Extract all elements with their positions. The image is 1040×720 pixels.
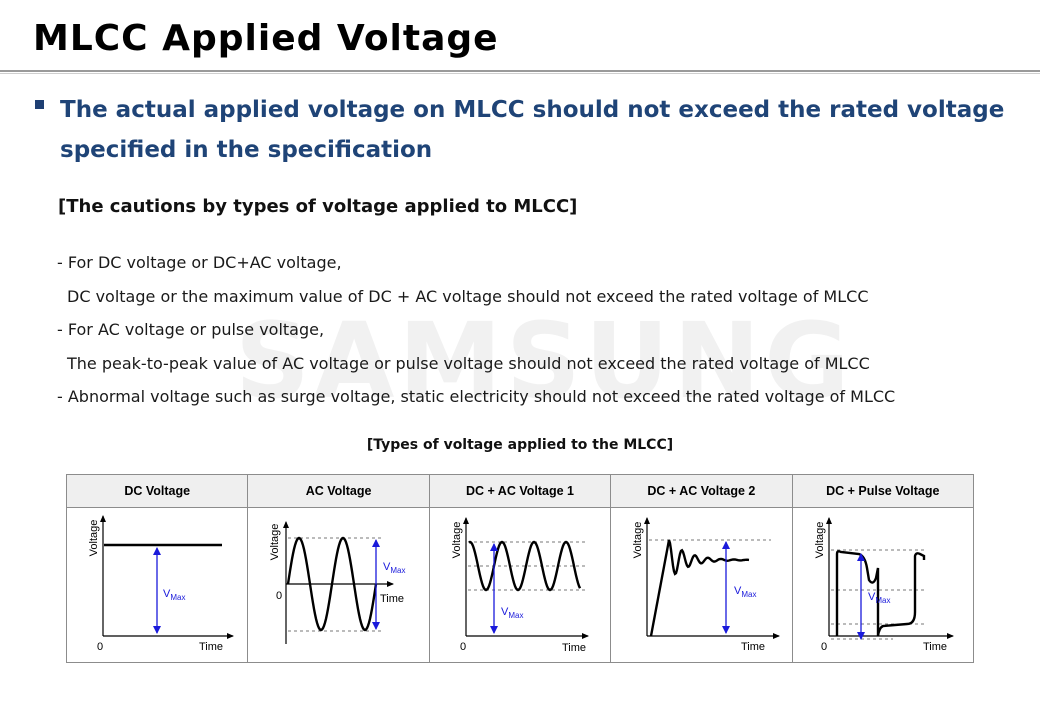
rule-dc-heading: - For DC voltage or DC+AC voltage,: [57, 253, 342, 272]
cell-ac-voltage: Voltage 0 Time VMax: [247, 507, 430, 663]
vmax-label: VMax: [383, 561, 405, 575]
x-axis-label: Time: [199, 641, 223, 653]
dc-ac-waveform: [468, 540, 581, 592]
rule-dc-text: DC voltage or the maximum value of DC + …: [67, 286, 869, 306]
header-dc-pulse-voltage: DC + Pulse Voltage: [791, 474, 975, 508]
samsung-watermark: SAMSUNG: [235, 300, 854, 422]
origin-label: 0: [821, 641, 827, 653]
vmax-label: VMax: [868, 591, 890, 605]
header-dc-ac-voltage-2: DC + AC Voltage 2: [610, 474, 793, 508]
rule-ac-text: The peak-to-peak value of AC voltage or …: [67, 353, 870, 373]
voltage-types-table: DC Voltage AC Voltage DC + AC Voltage 1 …: [65, 474, 975, 663]
origin-label: 0: [460, 641, 466, 653]
vmax-label: VMax: [163, 588, 185, 602]
y-axis-label: Voltage: [814, 522, 826, 559]
cell-dc-pulse-voltage: Voltage 0 Time VMax: [791, 507, 975, 663]
header-dc-voltage: DC Voltage: [65, 474, 249, 508]
pulse-waveform: [835, 550, 925, 637]
cautions-list: - For DC voltage or DC+AC voltage, DC vo…: [57, 246, 1017, 414]
y-axis-label: Voltage: [269, 524, 281, 561]
cell-dc-ac-voltage-2: Voltage Time VMax: [610, 507, 793, 663]
ac-voltage-diagram: Voltage 0 Time VMax: [269, 521, 406, 644]
origin-label: 0: [97, 641, 103, 653]
cell-dc-voltage: Voltage 0 Time VMax: [65, 507, 249, 663]
dc-ac-voltage-1-diagram: Voltage 0 Time VMax: [451, 517, 589, 654]
dc-voltage-diagram: Voltage 0 Time VMax: [88, 515, 234, 653]
bullet-square-icon: [35, 100, 44, 109]
vmax-label: VMax: [501, 606, 523, 620]
table-caption: [Types of voltage applied to the MLCC]: [366, 437, 674, 453]
title-divider: [0, 70, 1040, 72]
dc-ac-damped-waveform: [649, 539, 750, 637]
dc-pulse-voltage-diagram: Voltage 0 Time VMax: [814, 517, 954, 653]
rule-ac-heading: - For AC voltage or pulse voltage,: [57, 320, 325, 339]
vmax-label: VMax: [734, 585, 756, 599]
x-axis-label: Time: [380, 593, 404, 605]
cautions-heading: [The cautions by types of voltage applie…: [58, 196, 578, 217]
dc-ac-voltage-2-diagram: Voltage Time VMax: [632, 517, 781, 653]
origin-label: 0: [276, 590, 282, 602]
y-axis-label: Voltage: [632, 522, 644, 559]
rule-abnormal-text: - Abnormal voltage such as surge voltage…: [57, 387, 896, 406]
cell-dc-ac-voltage-1: Voltage 0 Time VMax: [428, 507, 612, 663]
table-header-row: DC Voltage AC Voltage DC + AC Voltage 1 …: [65, 474, 975, 508]
x-axis-label: Time: [741, 641, 765, 653]
y-axis-label: Voltage: [451, 522, 463, 559]
ac-waveform: [287, 536, 378, 632]
header-dc-ac-voltage-1: DC + AC Voltage 1: [428, 474, 612, 508]
main-bullet-text: The actual applied voltage on MLCC shoul…: [60, 97, 1005, 163]
header-ac-voltage: AC Voltage: [247, 474, 430, 508]
x-axis-label: Time: [923, 641, 947, 653]
x-axis-label: Time: [562, 642, 586, 654]
title-divider-secondary: [0, 73, 1040, 74]
y-axis-label: Voltage: [88, 520, 100, 557]
table-diagram-row: Voltage 0 Time VMax Voltage 0 Time VMax: [65, 507, 975, 663]
page-title: MLCC Applied Voltage: [33, 18, 499, 59]
